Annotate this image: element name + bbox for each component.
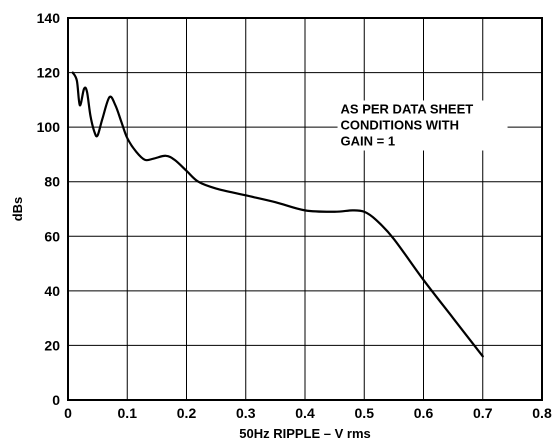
x-tick-label: 0.2 (177, 405, 197, 421)
x-tick-label: 0.5 (355, 405, 375, 421)
grid-layer (68, 18, 542, 400)
annotation-background (337, 100, 508, 151)
annotation-text: AS PER DATA SHEET CONDITIONS WITH GAIN = 1 (341, 102, 474, 149)
y-tick-label: 60 (44, 228, 60, 244)
x-tick-label: 0.4 (295, 405, 315, 421)
x-tick-label: 0.8 (532, 405, 552, 421)
y-axis-label: dBs (10, 197, 25, 222)
x-tick-label: 0.1 (118, 405, 138, 421)
x-tick-label: 0 (64, 405, 72, 421)
series-layer (71, 71, 484, 358)
y-tick-label: 100 (37, 119, 61, 135)
plot-frame (67, 17, 543, 401)
annotation-line: GAIN = 1 (341, 134, 396, 149)
y-tick-label: 80 (44, 174, 60, 190)
x-tick-label: 0.3 (236, 405, 256, 421)
y-tick-label: 40 (44, 283, 60, 299)
y-tick-label: 140 (37, 10, 61, 26)
x-axis-label: 50Hz RIPPLE – V rms (239, 426, 371, 441)
x-tick-label: 0.7 (473, 405, 493, 421)
y-tick-label: 20 (44, 337, 60, 353)
series-line (71, 71, 484, 358)
y-tick-label: 0 (52, 392, 60, 408)
annotation-line: AS PER DATA SHEET (341, 102, 474, 117)
annotation-layer: AS PER DATA SHEET CONDITIONS WITH GAIN = 1 (337, 100, 508, 151)
tick-label-layer: 0 0.1 0.2 0.3 0.4 0.5 0.6 0.7 0.8 0 20 40 60 80 100 120… (37, 10, 552, 421)
y-tick-label: 120 (37, 65, 61, 81)
x-tick-label: 0.6 (414, 405, 434, 421)
annotation-line: CONDITIONS WITH (341, 118, 459, 133)
